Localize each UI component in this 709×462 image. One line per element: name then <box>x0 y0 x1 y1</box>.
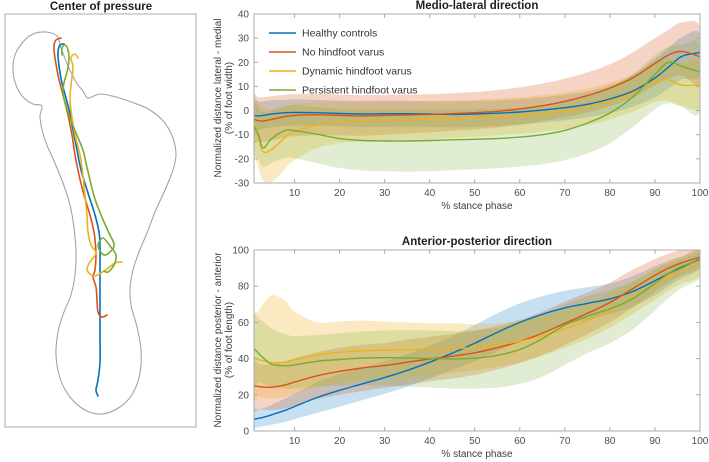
anterior-posterior-chart-title: Anterior-posterior direction <box>401 236 553 248</box>
y-tick-label: 30 <box>238 34 250 45</box>
mediolateral-chart-title: Medio-lateral direction <box>415 0 539 12</box>
anterior-posterior-chart: 10 20 30 40 50 60 70 80 90 100 0 20 40 60 80 100 <box>232 246 709 448</box>
ap-band-dynamic-hindfoot-varus <box>254 250 700 401</box>
mediolateral-chart: 10 20 30 40 50 60 70 80 90 100 -30 -20 -10 0 10 20 30 40 H… <box>235 10 709 200</box>
y-tick-label: 10 <box>238 82 250 93</box>
x-tick-label: 30 <box>379 188 391 199</box>
cop-trajectory-healthy-controls <box>57 43 101 397</box>
x-tick-label: 50 <box>469 436 481 447</box>
x-tick-label: 90 <box>649 436 661 447</box>
cop-trajectory-persistent-hindfoot-varus <box>60 44 117 274</box>
x-tick-label: 10 <box>289 188 301 199</box>
y-tick-label: 40 <box>238 10 250 21</box>
x-tick-label: 100 <box>692 436 709 447</box>
cop-panel-border <box>4 13 197 428</box>
ap-line-healthy-controls <box>254 258 700 420</box>
ml-band-persistent-hindfoot-varus <box>254 40 700 172</box>
x-tick-label: 20 <box>334 436 346 447</box>
ml-band-healthy-controls <box>254 30 700 133</box>
legend-label-dynamic-hindfoot-varus: Dynamic hindfoot varus <box>302 66 412 78</box>
y-tick-label: 80 <box>238 282 250 293</box>
x-tick-label: 30 <box>379 436 391 447</box>
y-tick-label: 100 <box>232 246 249 257</box>
x-tick-label: 50 <box>469 188 481 199</box>
ml-line-no-hindfoot-varus <box>254 50 700 122</box>
y-tick-label: 20 <box>238 58 250 69</box>
x-tick-label: 20 <box>334 188 346 199</box>
cop-trajectory-no-hindfoot-varus <box>53 37 108 318</box>
cop-panel-title: Center of pressure <box>49 1 153 13</box>
x-tick-label: 70 <box>559 188 571 199</box>
x-tick-label: 80 <box>604 436 616 447</box>
x-tick-label: 10 <box>289 436 301 447</box>
ap-band-healthy-controls <box>254 250 700 429</box>
y-tick-label: 0 <box>243 106 249 117</box>
foot-outline <box>12 31 177 415</box>
x-tick-label: 40 <box>424 188 436 199</box>
ml-line-persistent-hindfoot-varus <box>254 61 700 149</box>
y-tick-label: -20 <box>235 154 250 165</box>
legend-label-healthy-controls: Healthy controls <box>302 28 377 40</box>
legend-label-no-hindfoot-varus: No hindfoot varus <box>302 47 384 59</box>
ap-line-no-hindfoot-varus <box>254 256 700 389</box>
ml-band-dynamic-hindfoot-varus <box>254 58 700 183</box>
y-tick-label: 40 <box>238 354 250 365</box>
ml-band-no-hindfoot-varus <box>254 20 700 144</box>
x-tick-label: 100 <box>692 188 709 199</box>
y-tick-label: 0 <box>243 427 249 438</box>
ap-line-dynamic-hindfoot-varus <box>254 262 700 364</box>
y-tick-label: -30 <box>235 179 250 190</box>
ml-plot-box <box>253 13 701 184</box>
x-tick-label: 60 <box>514 436 526 447</box>
ap-plot-area <box>254 250 700 429</box>
ap-x-axis-label: % stance phase <box>441 449 513 460</box>
ml-x-axis-label: % stance phase <box>441 201 513 212</box>
y-tick-label: 60 <box>238 318 250 329</box>
x-tick-label: 40 <box>424 436 436 447</box>
ap-band-no-hindfoot-varus <box>254 250 700 413</box>
y-tick-label: 20 <box>238 390 250 401</box>
x-tick-label: 70 <box>559 436 571 447</box>
ap-plot-box <box>253 249 701 432</box>
center-of-pressure-panel <box>4 13 197 428</box>
x-tick-label: 60 <box>514 188 526 199</box>
x-tick-label: 80 <box>604 188 616 199</box>
ml-plot-area <box>254 20 700 183</box>
ap-line-persistent-hindfoot-varus <box>254 259 700 367</box>
ap-band-persistent-hindfoot-varus <box>254 252 700 389</box>
x-tick-label: 90 <box>649 188 661 199</box>
legend-label-persistent-hindfoot-varus: Persistent hindfoot varus <box>302 85 418 97</box>
ml-line-dynamic-hindfoot-varus <box>254 78 700 154</box>
cop-trajectory-dynamic-hindfoot-varus <box>69 53 123 277</box>
legend: Healthy controls No hindfoot varus Dynamic… <box>269 28 418 97</box>
y-tick-label: -10 <box>235 130 250 141</box>
